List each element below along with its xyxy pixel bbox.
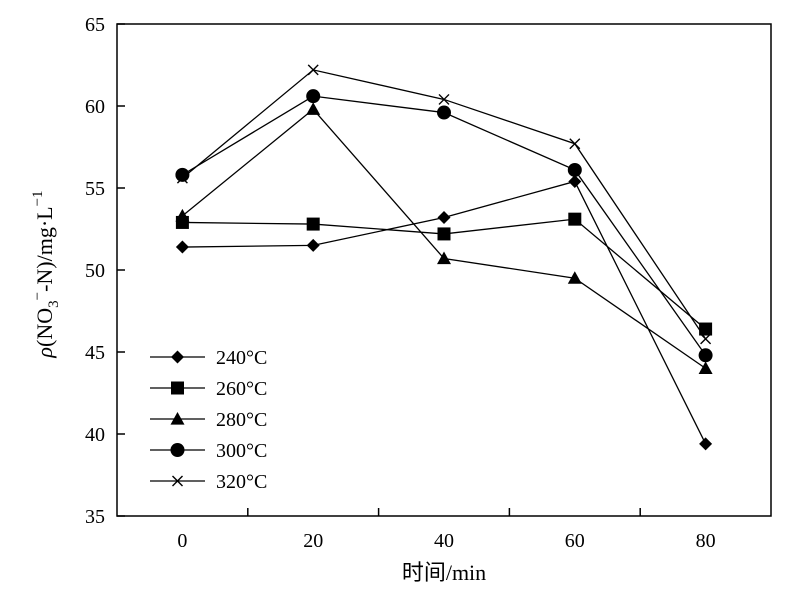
legend-item-280C: 280°C	[150, 409, 267, 431]
legend-label: 260°C	[216, 378, 267, 400]
legend-label: 320°C	[216, 471, 267, 493]
series-layer	[175, 64, 713, 451]
data-point-320C	[569, 138, 581, 150]
legend-item-240C: 240°C	[150, 347, 267, 369]
legend-label: 300°C	[216, 440, 267, 462]
legend-label: 240°C	[216, 347, 267, 369]
data-point-240C	[437, 211, 451, 225]
data-point-300C	[306, 89, 321, 104]
y-tick-label: 60	[85, 96, 105, 118]
x-axis-title: 时间/min	[402, 560, 486, 585]
data-point-320C-stroke	[307, 64, 319, 76]
legend-label: 280°C	[216, 409, 267, 431]
series-280C	[175, 102, 713, 374]
data-point-320C	[438, 93, 450, 105]
x-tick-label: 80	[696, 530, 716, 552]
data-point-240C	[568, 174, 582, 188]
data-point-240C	[306, 238, 320, 252]
y-tick-label: 55	[85, 178, 105, 200]
x-tick-label: 40	[434, 530, 454, 552]
series-240C	[175, 174, 713, 451]
data-point-320C	[307, 64, 319, 76]
legend-marker	[171, 350, 184, 364]
data-point-280C	[175, 208, 190, 222]
data-point-320C-stroke	[700, 333, 712, 345]
y-axis-title: ρ(NO3−-N)/mg·L−1	[30, 190, 62, 358]
data-point-280C	[698, 361, 713, 374]
data-point-320C	[700, 333, 712, 345]
legend-marker-stroke	[172, 475, 183, 487]
y-axis-title-prefix: (NO	[32, 308, 57, 347]
data-point-280C	[306, 102, 321, 115]
legend-marker	[170, 443, 185, 457]
data-point-320C	[176, 172, 188, 184]
data-point-240C	[699, 437, 713, 451]
data-point-240C	[175, 240, 189, 254]
legend-marker	[172, 475, 183, 487]
y-axis-title-rho: ρ	[32, 347, 57, 359]
legend-item-260C: 260°C	[150, 378, 267, 400]
y-axis-title-unit: -N)/mg·L	[32, 206, 57, 292]
series-320C	[176, 64, 712, 345]
y-tick-label: 35	[85, 506, 105, 528]
data-point-260C	[699, 322, 713, 336]
legend-marker	[170, 412, 185, 425]
x-tick-label: 20	[303, 530, 323, 552]
data-point-300C	[175, 167, 190, 182]
legend-item-300C: 300°C	[150, 440, 267, 462]
data-point-300C	[698, 348, 713, 363]
data-point-320C-stroke	[176, 172, 188, 184]
series-line-300C	[182, 95, 707, 356]
data-point-280C	[567, 271, 582, 284]
y-tick-label: 40	[85, 424, 105, 446]
data-point-260C	[437, 227, 451, 241]
x-tick-label: 0	[177, 530, 187, 552]
data-point-260C	[306, 217, 320, 231]
y-tick-label: 45	[85, 342, 105, 364]
data-point-300C	[567, 162, 582, 177]
y-axis-title-superscript-minus: −	[30, 292, 46, 300]
y-axis-title-superscript-exp: −1	[30, 190, 46, 206]
legend-marker	[171, 381, 184, 395]
y-axis: 35 40 45 50 55 60 65	[85, 14, 125, 528]
data-point-320C-stroke	[438, 93, 450, 105]
data-point-260C	[568, 212, 582, 226]
y-axis-title-subscript: 3	[46, 300, 62, 308]
data-point-320C-stroke	[569, 138, 581, 150]
data-point-280C	[437, 251, 451, 265]
data-point-300C	[437, 105, 451, 120]
series-300C	[175, 89, 713, 363]
legend-item-320C: 320°C	[150, 471, 267, 493]
x-tick-label: 60	[565, 530, 585, 552]
x-axis: 0 20 40 60 80	[177, 508, 716, 552]
y-tick-label: 65	[85, 14, 105, 36]
y-tick-label: 50	[85, 260, 105, 282]
legend: 240°C 260°C 280°C 300°C 320°C	[150, 347, 267, 493]
